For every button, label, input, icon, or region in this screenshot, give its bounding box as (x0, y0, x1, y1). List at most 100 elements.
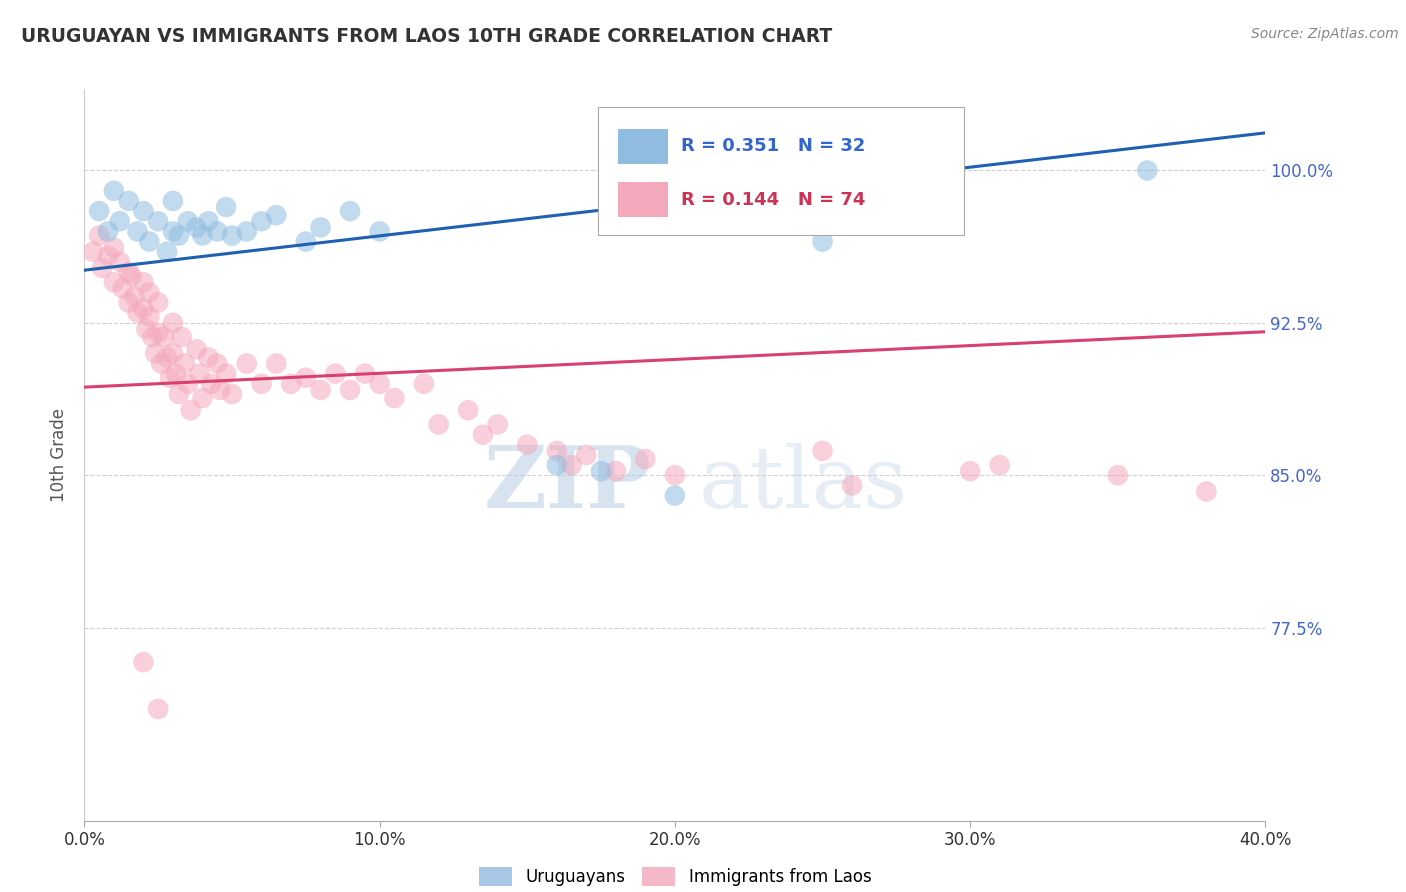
Point (664, 468, 686, 483)
Point (143, 346, 166, 360)
Text: Source: ZipAtlas.com: Source: ZipAtlas.com (1251, 27, 1399, 41)
Point (156, 244, 179, 259)
Point (591, 464, 613, 478)
Point (309, 383, 332, 397)
Point (560, 458, 583, 472)
Point (295, 370, 318, 384)
Point (1107, 468, 1129, 483)
Bar (619, 128, 668, 164)
Point (368, 376, 391, 391)
Point (177, 214, 200, 228)
Point (103, 184, 125, 198)
Point (197, 351, 219, 365)
Point (156, 351, 179, 365)
Point (89, 204, 111, 219)
Point (118, 194, 141, 208)
Point (354, 367, 377, 381)
Point (221, 228, 243, 243)
Text: R = 0.351   N = 32: R = 0.351 N = 32 (681, 137, 865, 155)
Point (264, 208, 288, 222)
Y-axis label: 10th Grade: 10th Grade (51, 408, 69, 502)
Point (150, 357, 173, 371)
Point (575, 448, 598, 462)
Point (634, 452, 657, 467)
Point (841, 478, 863, 492)
Point (197, 214, 219, 228)
Point (250, 214, 273, 228)
Point (138, 285, 160, 300)
Point (91, 260, 114, 275)
Point (97, 224, 120, 238)
Bar (619, 182, 668, 218)
Point (170, 330, 193, 344)
Point (103, 241, 125, 255)
Legend: Uruguayans, Immigrants from Laos: Uruguayans, Immigrants from Laos (472, 860, 877, 892)
Point (1195, 484, 1218, 499)
Point (132, 275, 155, 289)
Point (177, 376, 200, 391)
Point (200, 376, 222, 391)
Point (209, 383, 232, 397)
Point (167, 387, 190, 401)
Point (546, 458, 568, 472)
Point (159, 370, 181, 384)
Point (118, 265, 141, 279)
Point (427, 417, 450, 432)
Point (1136, 163, 1159, 178)
Point (280, 376, 302, 391)
Point (132, 301, 155, 316)
Point (162, 224, 184, 238)
Point (124, 289, 146, 303)
Point (162, 194, 184, 208)
FancyBboxPatch shape (598, 108, 965, 235)
Point (121, 269, 143, 284)
Point (215, 200, 238, 214)
Point (664, 489, 686, 503)
Point (118, 295, 141, 310)
Text: ZIP: ZIP (484, 442, 651, 526)
Point (103, 275, 125, 289)
Point (811, 235, 834, 249)
Point (191, 228, 214, 243)
Point (309, 220, 332, 235)
Point (339, 383, 361, 397)
Point (205, 224, 228, 238)
Point (988, 458, 1011, 472)
Point (127, 306, 149, 320)
Point (323, 367, 347, 381)
Point (186, 220, 208, 235)
Point (382, 391, 406, 405)
Point (138, 235, 160, 249)
Point (186, 343, 208, 357)
Point (191, 391, 214, 405)
Point (141, 330, 163, 344)
Point (811, 443, 834, 458)
Point (132, 655, 155, 669)
Point (236, 357, 259, 371)
Text: atlas: atlas (699, 442, 908, 525)
Point (148, 214, 170, 228)
Point (148, 702, 170, 716)
Point (167, 228, 190, 243)
Point (959, 464, 981, 478)
Point (250, 376, 273, 391)
Point (127, 224, 149, 238)
Point (180, 403, 202, 417)
Point (89, 228, 111, 243)
Point (173, 357, 195, 371)
Point (82, 244, 104, 259)
Point (162, 346, 184, 360)
Point (138, 310, 160, 324)
Point (605, 464, 627, 478)
Point (108, 214, 131, 228)
Point (108, 255, 131, 269)
Point (264, 357, 288, 371)
Point (516, 438, 538, 452)
Point (153, 330, 176, 344)
Point (188, 367, 211, 381)
Point (132, 204, 155, 219)
Point (236, 224, 259, 238)
Point (135, 322, 157, 336)
Point (205, 357, 228, 371)
Text: URUGUAYAN VS IMMIGRANTS FROM LAOS 10TH GRADE CORRELATION CHART: URUGUAYAN VS IMMIGRANTS FROM LAOS 10TH G… (21, 27, 832, 45)
